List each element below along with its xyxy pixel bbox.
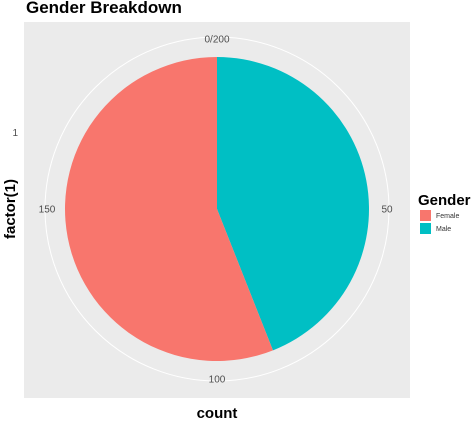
angle-tick-50: 50 <box>381 205 393 216</box>
pie-slice-female <box>65 57 273 361</box>
legend-title: Gender <box>418 192 471 209</box>
x-axis-title: count <box>197 405 238 422</box>
chart-title: Gender Breakdown <box>26 0 182 17</box>
legend: Gender Female Male <box>418 192 471 234</box>
angle-tick-labels: 0/200 50 100 150 <box>39 35 393 386</box>
angle-tick-0: 0/200 <box>204 35 229 46</box>
angle-tick-150: 150 <box>39 205 56 216</box>
angle-tick-100: 100 <box>209 375 226 386</box>
legend-label-female: Female <box>436 213 459 220</box>
outer-grid-circle <box>44 36 390 382</box>
y-tick-label: 1 <box>12 128 18 139</box>
legend-label-male: Male <box>436 226 451 233</box>
legend-key-male <box>420 223 431 234</box>
legend-key-female <box>420 210 431 221</box>
pie-slice-male <box>217 57 369 351</box>
y-axis-title: factor(1) <box>2 179 19 239</box>
pie-slices <box>65 57 369 361</box>
